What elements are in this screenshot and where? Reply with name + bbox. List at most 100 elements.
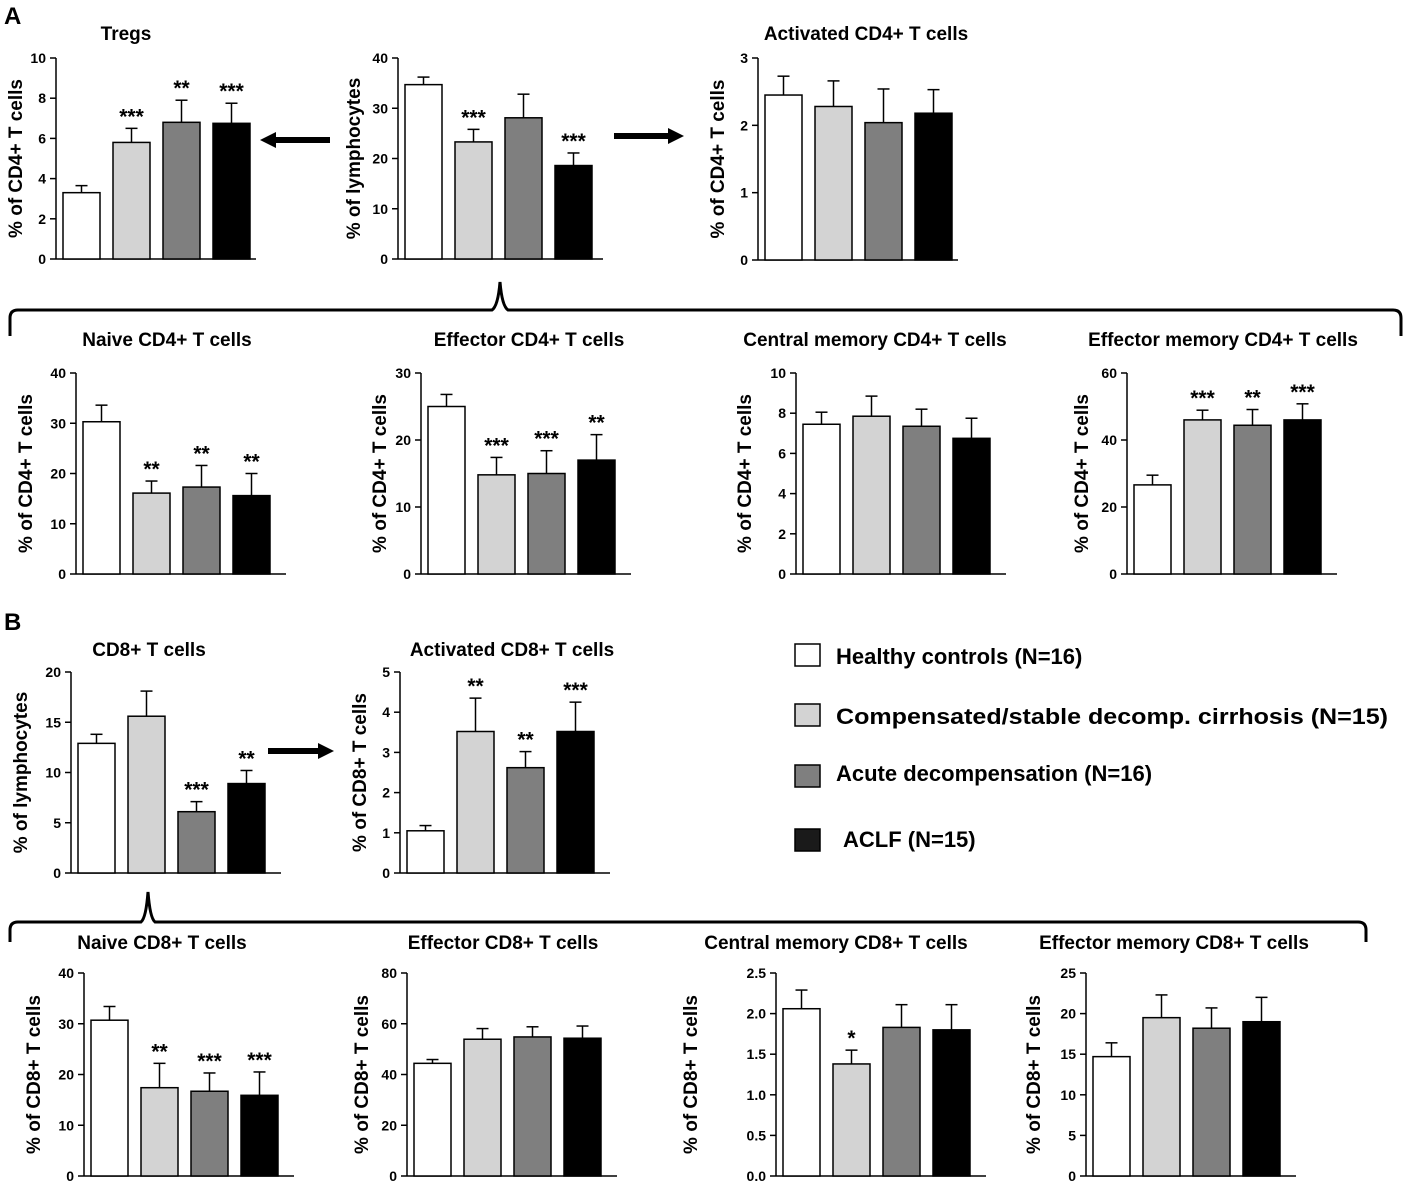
y-tick-label: 30: [50, 415, 66, 431]
legend-swatch-healthy: [794, 643, 821, 667]
bar-compensated: [112, 141, 151, 260]
y-tick-label: 60: [1101, 365, 1117, 381]
chart-title: Effector memory CD4+ T cells: [1088, 330, 1358, 351]
y-axis-label: % of CD4+ T cells: [16, 394, 37, 553]
y-tick-label: 0: [53, 865, 61, 881]
bar-acute: [1192, 1027, 1231, 1177]
chart-cd4-total: % of lymphocytes 0 10 20 30 40 *** ***: [344, 50, 603, 267]
chart-activated-cd8: Activated CD8+ T cells % of CD8+ T cells 0…: [350, 640, 614, 881]
y-tick-label: 2: [38, 211, 46, 227]
y-tick-label: 0: [66, 1168, 74, 1183]
bar-compensated: [832, 1063, 871, 1177]
y-tick-label: 60: [381, 1016, 397, 1032]
significance-acute: **: [517, 729, 534, 752]
bar-compensated: [814, 105, 853, 261]
legend-label-compensated: Compensated/stable decomp. cirrhosis (N=…: [836, 704, 1388, 729]
significance-compensated: **: [151, 1040, 168, 1063]
bar-acute: [902, 425, 941, 575]
significance-acute: **: [1244, 387, 1261, 410]
legend-label-acute: Acute decompensation (N=16): [836, 761, 1152, 786]
y-axis-label: % of CD4+ T cells: [6, 79, 27, 238]
bar-compensated: [456, 730, 495, 874]
legend-label-aclf: ACLF (N=15): [843, 827, 976, 852]
y-tick-label: 80: [381, 965, 397, 981]
chart-title: Naive CD4+ T cells: [82, 330, 252, 351]
y-axis-label: % of CD4+ T cells: [708, 80, 729, 239]
bar-acute: [177, 810, 216, 874]
y-tick-label: 15: [45, 714, 61, 730]
y-tick-label: 20: [58, 1067, 74, 1083]
chart-cd8-total: CD8+ T cells% of lymphocytes05101520****…: [11, 640, 281, 881]
y-tick-label: 4: [382, 704, 390, 720]
chart-title: Central memory CD4+ T cells: [743, 330, 1006, 351]
y-tick-label: 10: [30, 50, 46, 66]
bar-aclf: [556, 730, 595, 874]
y-axis-label: % of CD8+ T cells: [681, 995, 702, 1154]
y-tick-label: 40: [58, 965, 74, 981]
y-axis-label: % of CD8+ T cells: [1024, 995, 1045, 1154]
y-tick-label: 2: [382, 785, 390, 801]
significance-aclf: ***: [561, 130, 586, 153]
bar-healthy: [427, 405, 466, 575]
significance-acute: ***: [184, 779, 209, 802]
y-axis-label: % of CD8+ T cells: [350, 693, 371, 852]
panel-label-a: A: [4, 3, 21, 30]
y-tick-label: 10: [1060, 1087, 1076, 1103]
bar-acute: [527, 472, 566, 575]
y-tick-label: 0: [778, 566, 786, 582]
chart-effector-memory-cd4: Effector memory CD4+ T cells % of CD4+ T …: [1072, 330, 1358, 582]
significance-compensated: ***: [461, 106, 486, 129]
chart-naive-cd8: Naive CD8+ T cells % of CD8+ T cells 0 10 20…: [24, 933, 294, 1183]
significance-acute: ***: [197, 1050, 222, 1073]
chart-title: Activated CD8+ T cells: [410, 640, 614, 661]
bar-compensated: [140, 1086, 179, 1177]
bar-healthy: [62, 191, 101, 260]
bar-aclf: [577, 459, 616, 575]
y-tick-label: 10: [58, 1117, 74, 1133]
chart-central-memory-cd4: Central memory CD4+ T cells % of CD4+ T c…: [735, 330, 1007, 582]
chart-effector-cd8: Effector CD8+ T cells % of CD8+ T cells 0 2…: [352, 933, 617, 1183]
y-axis-label: % of CD8+ T cells: [352, 995, 373, 1154]
bar-aclf: [240, 1094, 279, 1177]
y-tick-label: 0: [38, 251, 46, 267]
y-tick-label: 20: [1060, 1006, 1076, 1022]
y-tick-label: 10: [372, 201, 388, 217]
y-tick-label: 20: [372, 151, 388, 167]
bar-aclf: [554, 164, 593, 260]
bar-aclf: [932, 1029, 971, 1177]
brace-cd4-subsets: [8, 281, 1403, 336]
y-tick-label: 30: [372, 100, 388, 116]
bar-compensated: [477, 474, 516, 575]
legend-swatch-aclf: [794, 828, 821, 852]
y-tick-label: 20: [381, 1117, 397, 1133]
bar-compensated: [127, 715, 166, 874]
chart-naive-cd4: Naive CD4+ T cells % of CD4+ T cells 0 10 20…: [16, 330, 286, 582]
y-tick-label: 0: [58, 566, 66, 582]
bar-acute: [513, 1036, 552, 1177]
bar-acute: [504, 117, 543, 260]
y-tick-label: 0.5: [747, 1127, 767, 1143]
bar-healthy: [77, 742, 116, 874]
y-tick-label: 10: [45, 765, 61, 781]
chart-activated-cd4: Activated CD4+ T cells % of CD4+ T cells 0…: [708, 24, 968, 268]
y-tick-label: 20: [395, 432, 411, 448]
y-tick-label: 6: [38, 130, 46, 146]
legend-label-healthy: Healthy controls (N=16): [836, 644, 1082, 669]
bar-compensated: [1183, 419, 1222, 575]
significance-aclf: ***: [1290, 381, 1315, 404]
chart-title: Tregs: [101, 24, 152, 45]
bar-healthy: [413, 1062, 452, 1177]
y-tick-label: 15: [1060, 1046, 1076, 1062]
significance-aclf: ***: [219, 80, 244, 103]
y-tick-label: 3: [382, 744, 390, 760]
y-tick-label: 2.0: [747, 1006, 767, 1022]
y-tick-label: 4: [38, 171, 46, 187]
y-axis-label: % of CD8+ T cells: [24, 995, 45, 1154]
legend-swatch-acute: [794, 764, 821, 788]
y-tick-label: 8: [778, 405, 786, 421]
significance-compensated: **: [143, 458, 160, 481]
chart-title: Activated CD4+ T cells: [764, 24, 968, 45]
y-tick-label: 40: [372, 50, 388, 66]
y-tick-label: 4: [778, 486, 786, 502]
y-tick-label: 8: [38, 90, 46, 106]
